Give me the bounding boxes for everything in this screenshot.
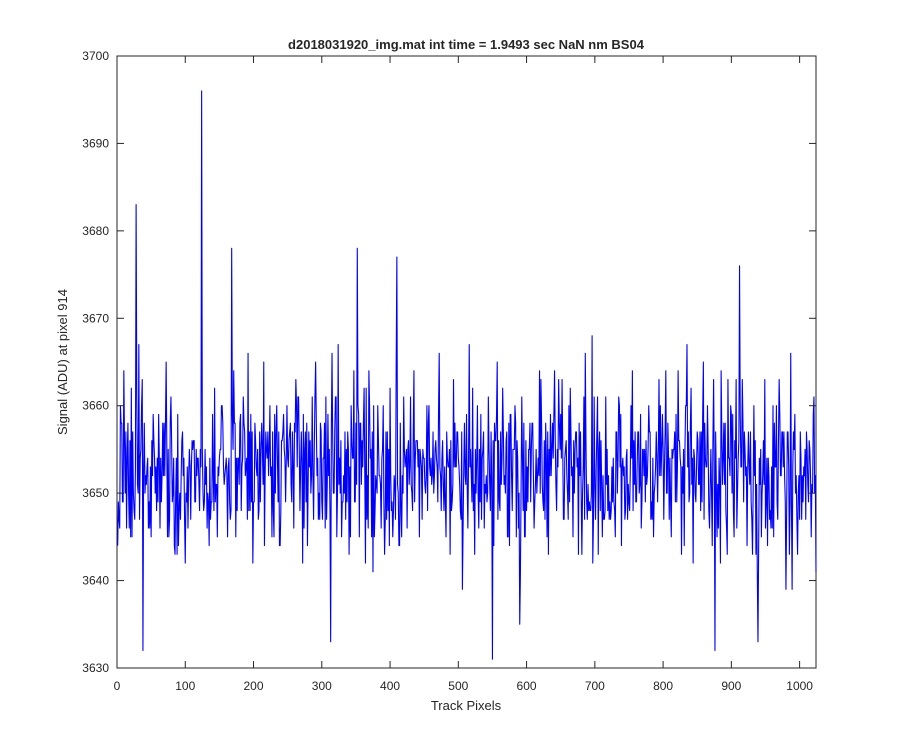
y-tick-label: 3690 — [82, 136, 109, 150]
series-line-0 — [117, 90, 817, 660]
x-tick-label: 400 — [380, 679, 400, 693]
y-tick-label: 3630 — [82, 661, 109, 675]
y-axis-label: Signal (ADU) at pixel 914 — [55, 289, 70, 435]
x-tick-label: 500 — [448, 679, 468, 693]
chart-title: d2018031920_img.mat int time = 1.9493 se… — [288, 37, 645, 52]
x-tick-label: 300 — [312, 679, 332, 693]
y-tick-label: 3650 — [82, 486, 109, 500]
y-tick-label: 3680 — [82, 224, 109, 238]
x-tick-label: 800 — [653, 679, 673, 693]
y-tick-label: 3660 — [82, 399, 109, 413]
y-axis-ticks: 3630 3640 3650 3660 3670 3680 3690 3700 — [82, 49, 816, 675]
y-tick-label: 3670 — [82, 311, 109, 325]
y-tick-label: 3700 — [82, 49, 109, 63]
x-tick-label: 900 — [721, 679, 741, 693]
plot-area — [116, 55, 817, 669]
x-tick-label: 0 — [114, 679, 121, 693]
x-tick-label: 600 — [517, 679, 537, 693]
series-layer — [117, 90, 817, 660]
y-tick-label: 3640 — [82, 574, 109, 588]
x-tick-label: 1000 — [786, 679, 813, 693]
x-tick-label: 100 — [175, 679, 195, 693]
x-axis-label: Track Pixels — [431, 698, 502, 713]
x-tick-label: 700 — [585, 679, 605, 693]
x-tick-label: 200 — [244, 679, 264, 693]
x-axis-ticks: 0 100 200 300 400 500 600 700 800 900 1000 — [114, 56, 813, 693]
